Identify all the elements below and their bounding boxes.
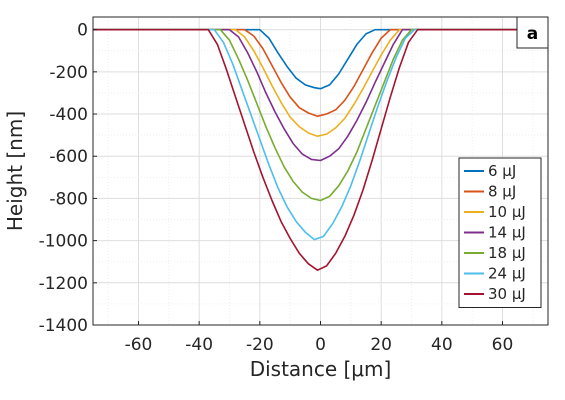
y-tick-label: -1200 [39,274,88,294]
x-axis-label: Distance [μm] [250,357,392,381]
legend-label: 14 μJ [488,224,526,242]
y-tick-label: 0 [77,21,88,41]
legend-label: 30 μJ [488,285,526,303]
y-tick-label: -1400 [39,316,88,336]
x-tick-label: 60 [492,335,514,355]
legend-label: 18 μJ [488,244,526,262]
panel-label-box: a [516,16,549,49]
y-tick-label: -200 [49,63,88,83]
legend-label: 24 μJ [488,265,526,283]
series-line-2 [93,28,548,117]
panel-label: a [527,24,538,44]
series-lines [93,28,548,272]
x-tick-label: 40 [431,335,453,355]
legend-label: 8 μJ [488,183,516,201]
series-line-1 [93,28,548,90]
series-line-6 [93,28,548,241]
y-tick-label: -800 [49,189,88,209]
series-line-3 [93,28,548,137]
series-line-7 [93,28,548,272]
axis-ticks: -60 -40 -20 0 20 40 600-200-400-600-800-1000-1… [39,21,514,355]
y-tick-label: -1000 [39,232,88,252]
legend: 6 μJ 8 μJ 10 μJ 14 μJ 18 μJ 24 μJ 30 μJ [458,157,542,308]
y-axis-label: Height [nm] [3,111,27,231]
legend-label: 10 μJ [488,203,526,221]
legend-label: 6 μJ [488,162,516,180]
series-line-5 [93,28,548,202]
x-tick-label: -40 [185,335,213,355]
y-tick-label: -600 [49,147,88,167]
y-tick-label: -400 [49,105,88,125]
x-tick-label: 20 [370,335,392,355]
x-tick-label: -20 [246,335,274,355]
series-line-4 [93,28,548,162]
x-tick-label: -60 [125,335,153,355]
x-tick-label: 0 [315,335,326,355]
